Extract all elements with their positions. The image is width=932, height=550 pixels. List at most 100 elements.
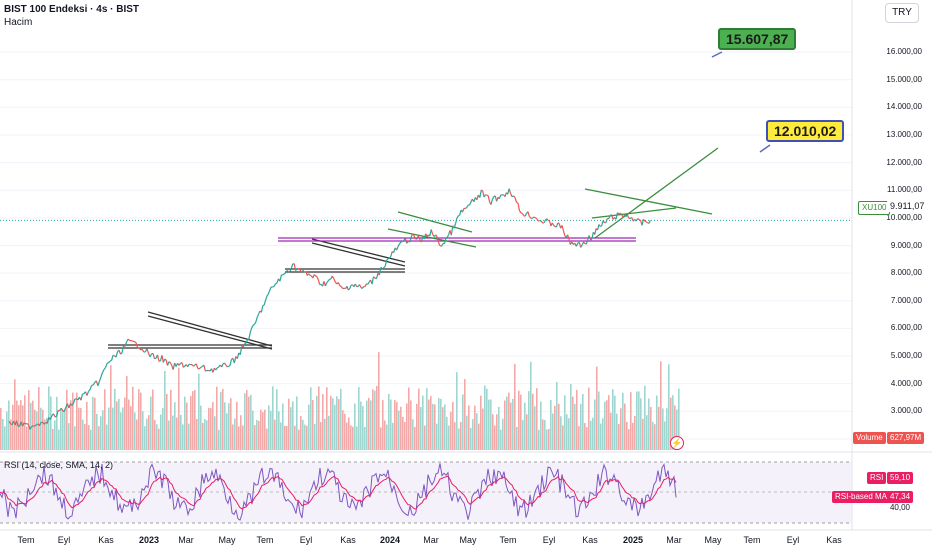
volume-bar bbox=[140, 392, 142, 450]
price-segment bbox=[511, 195, 514, 198]
price-segment bbox=[324, 282, 328, 287]
volume-bar bbox=[270, 410, 272, 450]
volume-bar bbox=[76, 392, 78, 450]
volume-bar bbox=[676, 409, 678, 450]
price-segment bbox=[378, 267, 382, 276]
volume-bar bbox=[40, 407, 42, 450]
volume-bar bbox=[162, 407, 164, 450]
price-segment bbox=[152, 353, 156, 359]
price-segment bbox=[31, 425, 34, 428]
rsi-ma-label-badge: RSI-based MA bbox=[832, 491, 891, 503]
volume-bar bbox=[434, 404, 436, 450]
price-segment bbox=[441, 243, 444, 247]
volume-bar bbox=[174, 402, 176, 450]
volume-bar bbox=[30, 402, 32, 450]
price-segment bbox=[518, 210, 522, 214]
volume-bar bbox=[476, 413, 478, 450]
price-segment bbox=[390, 251, 393, 257]
price-segment bbox=[245, 339, 248, 344]
volume-bar bbox=[654, 424, 656, 450]
price-segment bbox=[645, 221, 648, 224]
volume-bar bbox=[678, 388, 680, 450]
price-segment bbox=[273, 283, 277, 287]
volume-bar bbox=[558, 403, 560, 450]
volume-bar bbox=[530, 361, 532, 450]
volume-bar bbox=[650, 406, 652, 450]
price-segment bbox=[602, 220, 605, 223]
price-segment bbox=[255, 317, 258, 323]
volume-bar bbox=[352, 426, 354, 450]
volume-bar bbox=[638, 391, 640, 450]
time-tick-label: Tem bbox=[256, 535, 274, 545]
volume-bar bbox=[146, 418, 148, 450]
volume-bar bbox=[540, 401, 542, 450]
volume-bar bbox=[90, 429, 92, 450]
volume-bar bbox=[498, 406, 500, 450]
price-segment bbox=[594, 228, 597, 235]
volume-bar bbox=[474, 405, 476, 450]
volume-bar bbox=[316, 395, 318, 450]
price-segment bbox=[118, 349, 122, 355]
price-segment bbox=[453, 223, 457, 229]
volume-bar bbox=[444, 404, 446, 450]
price-tick-label: 14.000,00 bbox=[886, 102, 922, 112]
volume-bar bbox=[334, 404, 336, 450]
volume-bar bbox=[238, 426, 240, 450]
price-segment bbox=[225, 364, 228, 368]
price-segment bbox=[146, 348, 150, 354]
volume-bar bbox=[360, 401, 362, 450]
price-segment bbox=[465, 207, 467, 209]
volume-bar bbox=[56, 396, 58, 450]
time-tick-label: May bbox=[704, 535, 722, 545]
volume-bar bbox=[362, 406, 364, 450]
price-segment bbox=[504, 192, 507, 197]
volume-bar bbox=[144, 426, 146, 450]
volume-bar bbox=[548, 429, 550, 450]
price-segment bbox=[168, 361, 171, 364]
price-segment bbox=[555, 222, 559, 228]
volume-bar bbox=[224, 402, 226, 450]
volume-bar bbox=[122, 407, 124, 450]
volume-bar bbox=[536, 388, 538, 450]
price-segment bbox=[411, 233, 415, 236]
volume-bar bbox=[396, 402, 398, 450]
volume-bar bbox=[312, 400, 314, 450]
price-segment bbox=[156, 354, 160, 362]
price-segment bbox=[480, 189, 484, 192]
volume-bar bbox=[368, 397, 370, 450]
chart-title: BIST 100 Endeksi · 4s · BIST bbox=[4, 4, 140, 15]
price-segment bbox=[375, 273, 379, 279]
price-segment bbox=[644, 220, 647, 223]
volume-bar bbox=[280, 422, 282, 450]
price-segment bbox=[476, 194, 479, 200]
time-tick-label: Mar bbox=[178, 535, 194, 545]
price-segment bbox=[135, 342, 139, 348]
price-segment bbox=[212, 367, 215, 373]
volume-bar bbox=[410, 400, 412, 450]
price-segment bbox=[264, 295, 268, 301]
volume-bar bbox=[576, 389, 578, 450]
price-segment bbox=[367, 281, 370, 285]
volume-bar bbox=[168, 420, 170, 450]
volume-bar bbox=[116, 401, 118, 450]
currency-button[interactable]: TRY bbox=[885, 3, 919, 23]
price-segment bbox=[610, 214, 614, 220]
volume-bar bbox=[524, 402, 526, 450]
price-segment bbox=[208, 369, 211, 372]
volume-indicator-label: Hacim bbox=[4, 17, 33, 28]
price-segment bbox=[527, 211, 530, 217]
flash-icon[interactable]: ⚡ bbox=[670, 436, 684, 450]
volume-bar bbox=[364, 427, 366, 450]
price-segment bbox=[436, 236, 440, 244]
price-segment bbox=[393, 247, 396, 253]
volume-bar bbox=[180, 414, 182, 450]
volume-bar bbox=[496, 414, 498, 450]
volume-bar bbox=[298, 429, 300, 450]
volume-bar bbox=[578, 426, 580, 450]
volume-bar bbox=[182, 424, 184, 450]
volume-bar bbox=[198, 373, 200, 450]
volume-bar bbox=[624, 403, 626, 450]
volume-bar bbox=[330, 395, 332, 450]
